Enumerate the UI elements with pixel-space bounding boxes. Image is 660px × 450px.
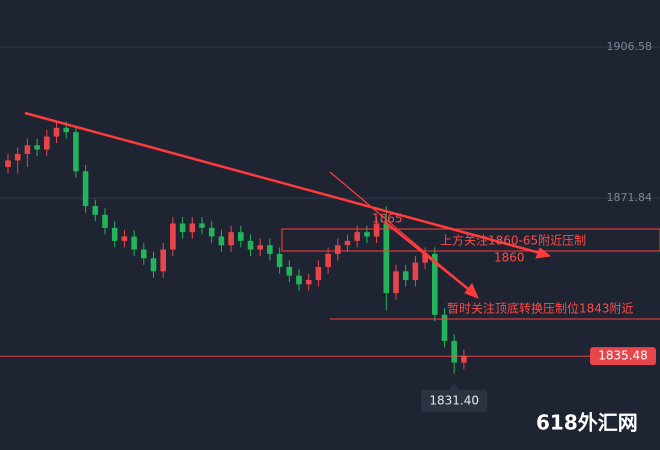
watermark: 618外汇网 — [536, 411, 638, 435]
candle-body — [44, 136, 50, 150]
trend-line — [384, 221, 473, 293]
candle-body — [92, 206, 99, 215]
candle-body — [402, 271, 409, 280]
candle-body — [179, 223, 186, 233]
candle-body — [5, 160, 11, 167]
candle-body — [73, 132, 79, 172]
annotation: 1865 — [372, 212, 403, 226]
candle-body — [364, 232, 370, 237]
candle-body — [383, 223, 390, 294]
candle-body — [111, 227, 118, 241]
candle-body — [189, 223, 196, 233]
candle-body — [432, 253, 438, 315]
zone-box — [281, 228, 660, 252]
candle-body — [208, 227, 215, 237]
candle-body — [422, 253, 428, 263]
y-tick-label: 1871.84 — [607, 191, 653, 204]
candles — [5, 121, 467, 374]
low-box — [421, 389, 488, 412]
candle-body — [257, 245, 263, 250]
trend-line — [24, 111, 541, 255]
candle-body — [170, 223, 176, 250]
annotation: 暂时关注顶底转换压制位1843附近 — [447, 301, 634, 316]
candle-body — [393, 271, 399, 294]
y-tick-label: 1906.58 — [607, 40, 653, 53]
candle-body — [315, 266, 322, 280]
candle-body — [267, 245, 273, 254]
candle-body — [247, 240, 254, 250]
candle-body — [373, 223, 380, 237]
candle-body — [228, 232, 234, 246]
candle-body — [131, 236, 137, 250]
candle-body — [286, 266, 293, 276]
candle-body — [53, 127, 60, 137]
candle-body — [344, 240, 351, 246]
candle-body — [238, 232, 244, 241]
current-price-box — [590, 347, 656, 366]
candle-body — [34, 145, 40, 150]
candle-body — [335, 245, 341, 254]
candle-body — [199, 223, 205, 228]
candle-body — [412, 262, 419, 280]
candle-body — [24, 145, 31, 154]
candle-body — [141, 249, 147, 259]
drawings — [24, 111, 660, 320]
candle-body — [218, 236, 225, 246]
candle-body — [461, 356, 467, 363]
low-pointer — [449, 383, 460, 390]
candle-body — [325, 253, 331, 267]
candle-body — [305, 280, 312, 285]
candle-body — [451, 340, 457, 363]
candle-body — [276, 253, 283, 267]
arrow-head — [464, 283, 479, 299]
grid: 1906.58 1871.84 — [0, 40, 660, 204]
annotation: 上方关注1860-65附近压制 — [440, 233, 586, 248]
candle-body — [14, 153, 21, 161]
candle-body — [82, 171, 89, 207]
candle-body — [102, 214, 108, 228]
low-label: 1831.40 — [429, 393, 479, 407]
annotation: 1860 — [494, 251, 525, 265]
candle-body — [150, 258, 157, 272]
candle-body — [63, 127, 69, 133]
candle-body — [121, 236, 128, 241]
candle-body — [296, 275, 302, 285]
candle-body — [160, 249, 166, 272]
current-price-label: 1835.48 — [598, 349, 648, 363]
candle-body — [354, 232, 360, 241]
candle-body — [441, 314, 448, 341]
